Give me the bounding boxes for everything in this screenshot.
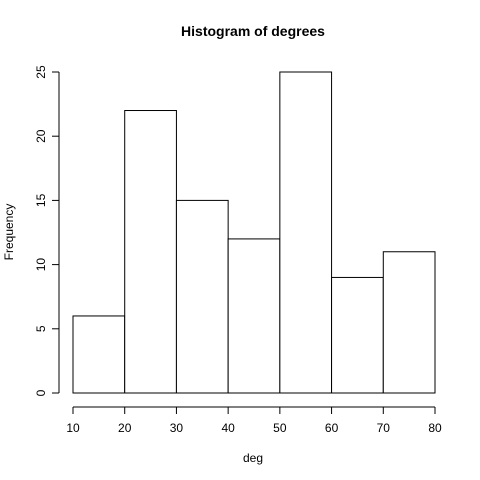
histogram-bar <box>331 276 384 394</box>
histogram-bar <box>124 110 177 394</box>
y-axis-label: Frequency <box>2 204 16 261</box>
y-tick-label: 20 <box>34 129 48 143</box>
histogram-bar <box>227 238 281 394</box>
x-tick-label: 30 <box>170 421 184 435</box>
histogram-bar <box>382 251 436 394</box>
histogram-bar <box>175 199 229 394</box>
y-tick-label: 5 <box>34 325 48 332</box>
y-tick-label: 15 <box>34 193 48 207</box>
x-tick-label: 40 <box>221 421 235 435</box>
x-tick-label: 20 <box>118 421 132 435</box>
bars-group <box>72 71 436 394</box>
x-tick-label: 80 <box>428 421 442 435</box>
y-tick-label: 25 <box>34 65 48 79</box>
histogram-bar <box>279 71 333 394</box>
y-axis: 0 5 10 15 20 25 <box>34 65 60 396</box>
histogram-bar <box>72 315 126 394</box>
x-tick-label: 10 <box>66 421 80 435</box>
x-axis: 10 20 30 40 50 60 70 80 <box>66 406 442 435</box>
x-tick-label: 60 <box>325 421 339 435</box>
chart-title: Histogram of degrees <box>181 23 325 39</box>
y-tick-label: 10 <box>34 258 48 272</box>
x-tick-label: 70 <box>377 421 391 435</box>
x-axis-label: deg <box>243 451 263 465</box>
y-tick-label: 0 <box>34 389 48 396</box>
x-tick-label: 50 <box>273 421 287 435</box>
